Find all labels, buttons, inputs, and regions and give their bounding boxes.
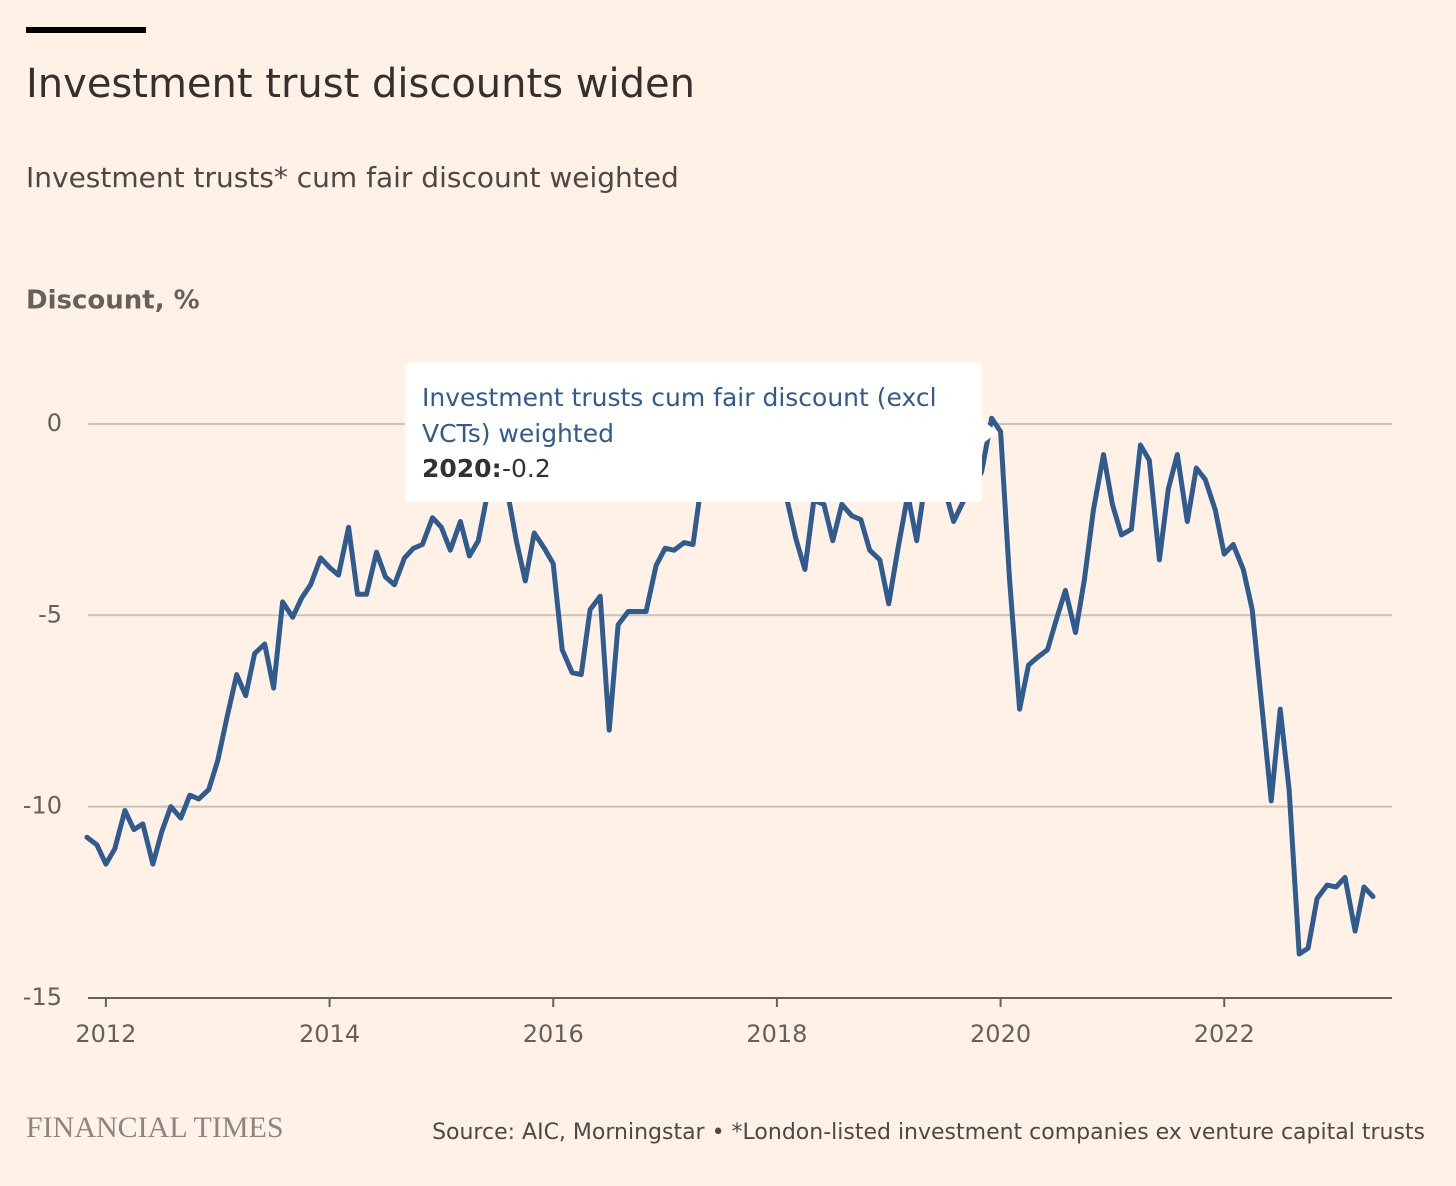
tooltip-pointer: [982, 420, 998, 444]
x-tick-label: 2016: [523, 1020, 584, 1048]
plot-area: -15 -10 -5 0 2012 2014 2016 2018 2020 2022: [23, 409, 1392, 1048]
tooltip-value: -0.2: [502, 454, 551, 483]
brand: FINANCIAL TIMES: [26, 1111, 284, 1144]
tooltip-box: [405, 363, 982, 502]
title-bar: [26, 27, 146, 33]
chart-title: Investment trust discounts widen: [26, 61, 695, 107]
x-tick-label: 2012: [75, 1020, 136, 1048]
tooltip[interactable]: Investment trusts cum fair discount (exc…: [405, 363, 998, 502]
x-tick-label: 2020: [970, 1020, 1031, 1048]
y-tick-label: -5: [38, 600, 62, 628]
chart-subtitle: Investment trusts* cum fair discount wei…: [26, 161, 679, 194]
y-tick-label: -10: [23, 792, 62, 820]
tooltip-series-line: VCTs) weighted: [422, 419, 614, 448]
tooltip-series: Investment trusts cum fair discount (exc…: [422, 383, 937, 448]
y-tick-label: 0: [47, 409, 62, 437]
x-tick-label: 2018: [746, 1020, 807, 1048]
y-axis-label: Discount, %: [26, 286, 200, 316]
source-note: Source: AIC, Morningstar • *London-liste…: [432, 1120, 1425, 1145]
tooltip-series-line: Investment trusts cum fair discount (exc…: [422, 383, 937, 412]
x-tick-label: 2022: [1194, 1020, 1255, 1048]
tooltip-x-label: 2020:: [422, 454, 502, 483]
y-tick-label: -15: [23, 983, 62, 1011]
x-tick-label: 2014: [299, 1020, 360, 1048]
